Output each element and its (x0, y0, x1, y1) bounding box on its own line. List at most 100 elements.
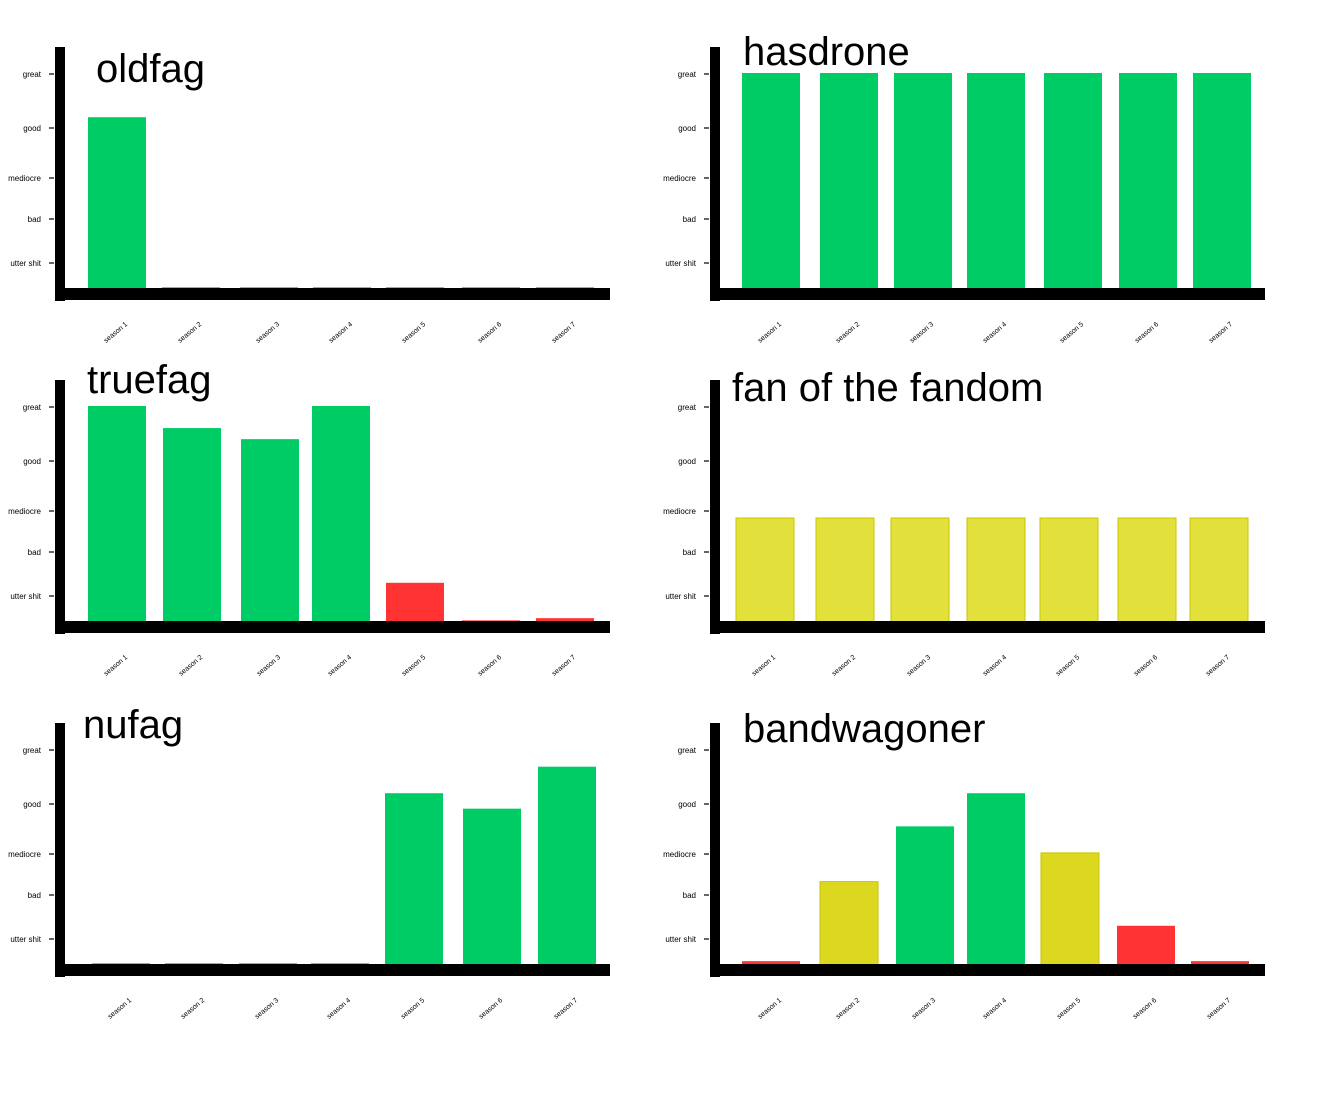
x-tick-label: season 1 (751, 654, 777, 678)
x-tick-label: season 3 (909, 321, 935, 345)
y-axis (55, 380, 65, 634)
bar-season-5 (1039, 517, 1099, 628)
chart-title: hasdrone (743, 30, 910, 74)
x-tick-label: season 7 (1205, 654, 1231, 678)
bar-season-4 (966, 517, 1026, 628)
y-tick-label: mediocre (8, 174, 41, 183)
y-tick-label: bad (683, 891, 696, 900)
chart-panel-5: nufag great good mediocre bad utter shit seaso… (8, 703, 610, 1021)
x-tick-label: season 1 (103, 654, 129, 678)
bar-season-3 (241, 439, 299, 627)
chart-title: fan of the fandom (732, 366, 1043, 410)
y-tick-label: bad (28, 548, 41, 557)
chart-panel-1: oldfag great good mediocre bad utter shit seas… (8, 47, 610, 345)
bar-season-3 (894, 73, 952, 294)
y-axis (710, 723, 720, 977)
bar-season-1 (735, 517, 795, 628)
x-tick-label: season 5 (1056, 997, 1082, 1021)
x-tick-label: season 4 (982, 321, 1008, 345)
y-tick-label: great (678, 70, 697, 79)
x-tick-label: season 2 (180, 997, 206, 1021)
x-tick-label: season 2 (835, 321, 861, 345)
x-tick-label: season 1 (103, 321, 129, 345)
x-tick-label: season 6 (1133, 654, 1159, 678)
x-tick-label: season 3 (906, 654, 932, 678)
y-tick-label: great (678, 403, 697, 412)
y-tick-label: utter shit (10, 935, 41, 944)
bar-season-3 (890, 517, 950, 628)
x-tick-label: season 2 (835, 997, 861, 1021)
x-tick-label: season 4 (328, 321, 354, 345)
y-axis (710, 380, 720, 634)
y-tick-label: good (678, 800, 696, 809)
x-axis (710, 288, 1265, 300)
y-tick-label: good (678, 124, 696, 133)
x-tick-label: season 6 (1134, 321, 1160, 345)
x-tick-label: season 1 (107, 997, 133, 1021)
chart-title: nufag (83, 703, 183, 747)
x-axis (710, 621, 1265, 633)
y-axis (710, 47, 720, 301)
x-tick-label: season 5 (1059, 321, 1085, 345)
bar-season-1 (88, 117, 146, 294)
bar-season-7 (538, 766, 596, 970)
y-tick-label: good (23, 124, 41, 133)
y-tick-label: great (23, 403, 42, 412)
y-tick-label: mediocre (8, 507, 41, 516)
x-tick-label: season 7 (551, 654, 577, 678)
y-tick-label: mediocre (663, 507, 696, 516)
x-tick-label: season 4 (982, 997, 1008, 1021)
bar-season-2 (820, 73, 878, 294)
bar-season-7 (1189, 517, 1249, 628)
y-tick-label: mediocre (663, 174, 696, 183)
bar-season-5 (1044, 73, 1102, 294)
bar-season-5 (1040, 852, 1100, 971)
y-axis (55, 47, 65, 301)
bar-season-6 (1117, 925, 1175, 970)
x-tick-label: season 2 (177, 321, 203, 345)
x-axis (55, 288, 610, 300)
x-tick-label: season 6 (1132, 997, 1158, 1021)
chart-title: oldfag (96, 47, 205, 91)
x-tick-label: season 1 (757, 321, 783, 345)
x-tick-label: season 7 (551, 321, 577, 345)
y-tick-label: utter shit (665, 592, 696, 601)
x-tick-label: season 6 (477, 654, 503, 678)
bar-season-1 (742, 73, 800, 294)
y-tick-label: great (23, 70, 42, 79)
x-tick-label: season 5 (401, 654, 427, 678)
bar-season-2 (815, 517, 875, 628)
x-tick-label: season 4 (982, 654, 1008, 678)
y-tick-label: utter shit (665, 935, 696, 944)
y-tick-label: bad (28, 215, 41, 224)
bar-season-4 (312, 406, 370, 627)
x-axis (55, 964, 610, 976)
bar-season-2 (163, 428, 221, 627)
x-tick-label: season 2 (831, 654, 857, 678)
bar-season-6 (1117, 517, 1177, 628)
x-tick-label: season 1 (757, 997, 783, 1021)
x-tick-label: season 3 (255, 321, 281, 345)
x-tick-label: season 4 (327, 654, 353, 678)
x-tick-label: season 5 (400, 997, 426, 1021)
bar-season-5 (385, 793, 443, 970)
y-tick-label: bad (683, 548, 696, 557)
x-tick-label: season 4 (326, 997, 352, 1021)
x-tick-label: season 3 (911, 997, 937, 1021)
y-axis (55, 723, 65, 977)
y-tick-label: utter shit (10, 259, 41, 268)
chart-panel-2: hasdrone great good mediocre bad utter shit se… (663, 30, 1265, 345)
bar-season-2 (819, 881, 879, 971)
x-axis (55, 621, 610, 633)
chart-panel-4: fan of the fandom great good mediocre bad utt… (663, 366, 1265, 678)
x-tick-label: season 3 (254, 997, 280, 1021)
x-tick-label: season 7 (1206, 997, 1232, 1021)
chart-panel-3: truefag great good mediocre bad utter shit sea… (8, 358, 610, 678)
y-tick-label: good (23, 457, 41, 466)
x-axis (710, 964, 1265, 976)
bar-season-6 (463, 808, 521, 970)
y-tick-label: good (23, 800, 41, 809)
bar-season-7 (1193, 73, 1251, 294)
chart-panel-6: bandwagoner great good mediocre bad utter shi… (663, 707, 1265, 1021)
